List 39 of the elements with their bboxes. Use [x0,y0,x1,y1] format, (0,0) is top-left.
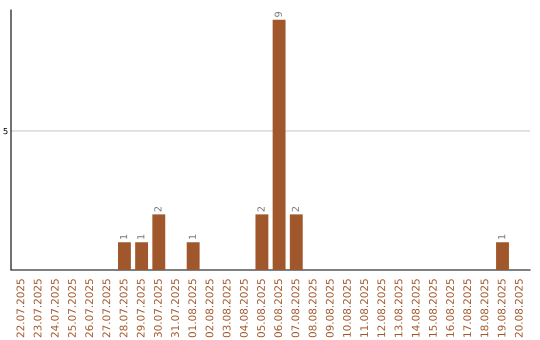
x-tick-label: 25.07.2025 [68,279,76,338]
x-tick-label: 22.07.2025 [16,279,24,338]
x-tick-label: 31.07.2025 [171,279,180,338]
x-tick-label: 28.07.2025 [120,279,128,338]
x-tick-label: 18.08.2025 [480,279,488,337]
data-label: 2 [292,206,299,212]
x-tick-label: 04.08.2025 [240,279,248,338]
x-tick-label: 08.08.2025 [308,279,316,338]
x-tick-label: 24.07.2025 [50,279,59,338]
x-tick-label: 11.08.2025 [360,279,368,337]
x-tick-label: 27.07.2025 [102,279,110,338]
x-tick-label: 13.08.2025 [394,279,402,337]
data-label: 1 [137,234,144,239]
x-tick-label: 03.08.2025 [222,279,231,338]
x-tick-label: 09.08.2025 [326,279,334,338]
data-label: 9 [274,12,282,17]
x-tick-label: 14.08.2025 [412,279,420,337]
data-label: 2 [154,206,162,212]
y-tick-label: 5 [4,128,8,134]
x-tick-label: 29.07.2025 [136,279,145,338]
x-tick-label: 02.08.2025 [205,279,214,338]
data-label: 1 [188,234,196,239]
x-tick-label: 19.08.2025 [498,279,506,337]
data-label: 2 [257,206,265,212]
x-tick-label: 20.08.2025 [514,279,523,338]
data-label: 1 [498,234,506,239]
x-tick-label: 06.08.2025 [274,279,282,338]
x-tick-label: 17.08.2025 [463,279,472,337]
x-tick-label: 07.08.2025 [291,279,300,338]
x-tick-label: 05.08.2025 [257,279,265,338]
x-tick-label: 23.07.2025 [34,279,42,338]
x-tick-label: 26.07.2025 [85,279,94,338]
x-tick-label: 30.07.2025 [154,279,162,338]
x-tick-label: 12.08.2025 [377,279,386,337]
data-label: 1 [120,234,128,239]
x-tick-label: 01.08.2025 [188,279,196,338]
x-tick-label: 10.08.2025 [342,279,351,337]
x-tick-label: 15.08.2025 [428,279,437,337]
x-tick-label: 16.08.2025 [446,279,454,337]
